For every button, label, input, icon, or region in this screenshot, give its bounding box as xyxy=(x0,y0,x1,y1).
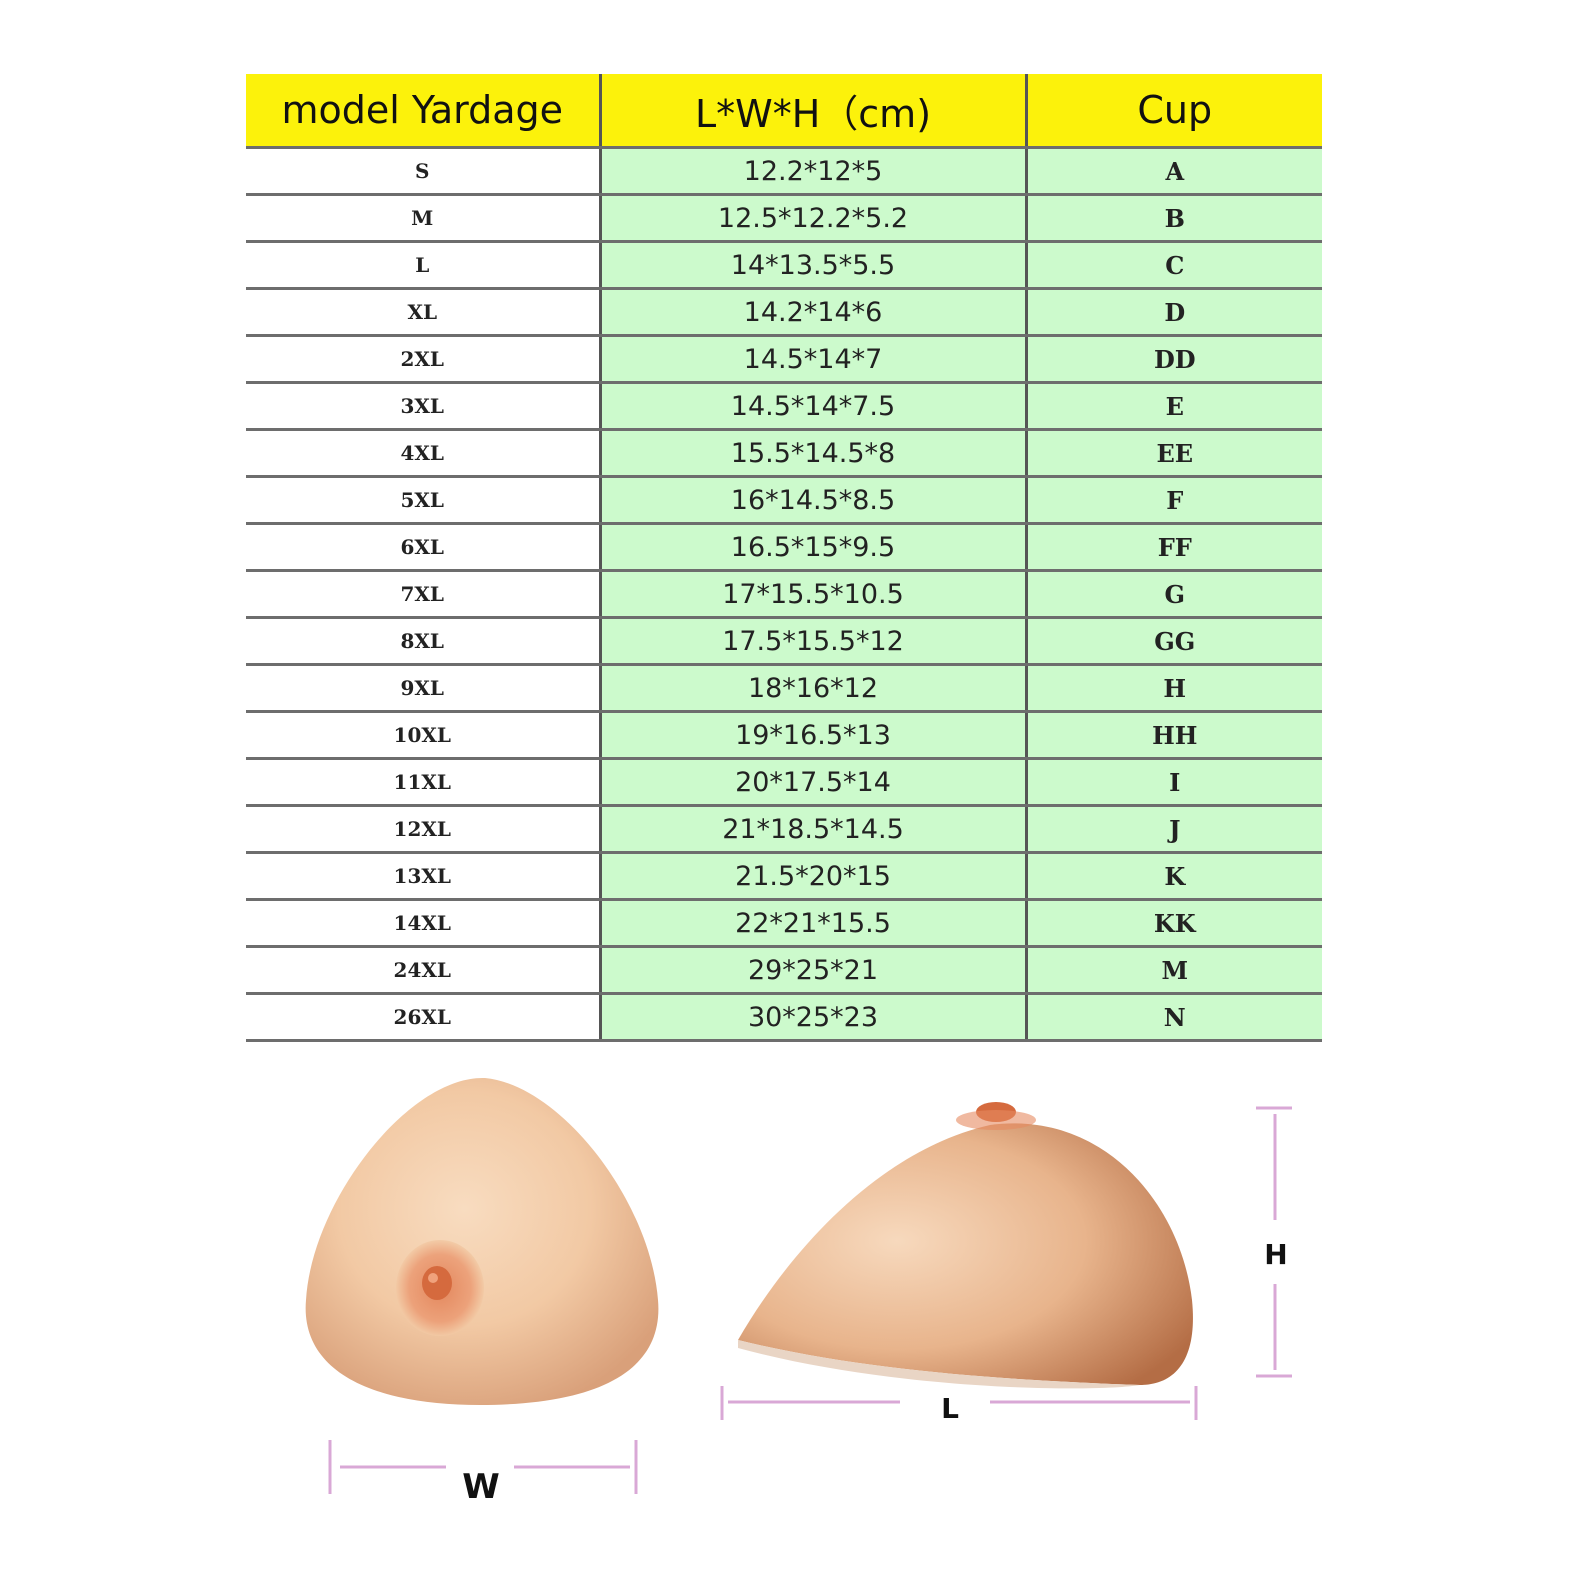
table-row: 2XL 14.5*14*7 DD xyxy=(246,335,1322,384)
cup-cell: A xyxy=(1026,147,1322,196)
table-row: XL 14.2*14*6 D xyxy=(246,288,1322,337)
dimensions-cell: 14.2*14*6 xyxy=(600,288,1028,337)
dimensions-cell: 16*14.5*8.5 xyxy=(600,476,1028,525)
cup-cell: E xyxy=(1026,382,1322,431)
size-cell: S xyxy=(246,147,602,196)
cup-cell: GG xyxy=(1026,617,1322,666)
cup-cell: N xyxy=(1026,993,1322,1042)
size-cell: 14XL xyxy=(246,899,602,948)
header-dimensions: L*W*H（cm) xyxy=(600,74,1028,149)
size-cell: M xyxy=(246,194,602,243)
cup-cell: EE xyxy=(1026,429,1322,478)
dimensions-cell: 16.5*15*9.5 xyxy=(600,523,1028,572)
table-row: 11XL 20*17.5*14 I xyxy=(246,758,1322,807)
dimensions-cell: 12.5*12.2*5.2 xyxy=(600,194,1028,243)
size-cell: L xyxy=(246,241,602,290)
size-cell: 26XL xyxy=(246,993,602,1042)
cup-cell: D xyxy=(1026,288,1322,337)
dimensions-cell: 14.5*14*7.5 xyxy=(600,382,1028,431)
cup-cell: KK xyxy=(1026,899,1322,948)
size-cell: 2XL xyxy=(246,335,602,384)
table-row: 13XL 21.5*20*15 K xyxy=(246,852,1322,901)
dimensions-cell: 18*16*12 xyxy=(600,664,1028,713)
size-cell: XL xyxy=(246,288,602,337)
dimensions-cell: 17.5*15.5*12 xyxy=(600,617,1028,666)
cup-cell: B xyxy=(1026,194,1322,243)
table-row: 7XL 17*15.5*10.5 G xyxy=(246,570,1322,619)
table-body: S 12.2*12*5 A M 12.5*12.2*5.2 B L 14*13.5*5.5 C X… xyxy=(246,147,1322,1042)
size-cell: 12XL xyxy=(246,805,602,854)
cup-cell: H xyxy=(1026,664,1322,713)
table-row: L 14*13.5*5.5 C xyxy=(246,241,1322,290)
table-row: 10XL 19*16.5*13 HH xyxy=(246,711,1322,760)
front-view-form xyxy=(305,1077,659,1405)
dimensions-cell: 19*16.5*13 xyxy=(600,711,1028,760)
size-cell: 7XL xyxy=(246,570,602,619)
dimensions-cell: 22*21*15.5 xyxy=(600,899,1028,948)
size-chart-table: model Yardage L*W*H（cm) Cup S 12.2*12*5 A M… xyxy=(246,74,1322,1042)
side-view-form xyxy=(738,1102,1193,1389)
size-cell: 8XL xyxy=(246,617,602,666)
header-model-yardage: model Yardage xyxy=(246,74,602,149)
cup-cell: J xyxy=(1026,805,1322,854)
size-cell: 24XL xyxy=(246,946,602,995)
table-row: 9XL 18*16*12 H xyxy=(246,664,1322,713)
size-cell: 13XL xyxy=(246,852,602,901)
dimensions-cell: 14*13.5*5.5 xyxy=(600,241,1028,290)
cup-cell: I xyxy=(1026,758,1322,807)
size-cell: 10XL xyxy=(246,711,602,760)
size-cell: 4XL xyxy=(246,429,602,478)
cup-cell: K xyxy=(1026,852,1322,901)
dimensions-cell: 12.2*12*5 xyxy=(600,147,1028,196)
table-row: 12XL 21*18.5*14.5 J xyxy=(246,805,1322,854)
cup-cell: F xyxy=(1026,476,1322,525)
table-row: 5XL 16*14.5*8.5 F xyxy=(246,476,1322,525)
table-row: 3XL 14.5*14*7.5 E xyxy=(246,382,1322,431)
width-dimension-marker xyxy=(328,1440,638,1494)
height-dimension-marker xyxy=(1256,1106,1292,1378)
table-row: 24XL 29*25*21 M xyxy=(246,946,1322,995)
table-row: 8XL 17.5*15.5*12 GG xyxy=(246,617,1322,666)
breast-form-illustration: W L H xyxy=(305,1077,1292,1507)
dimensions-cell: 15.5*14.5*8 xyxy=(600,429,1028,478)
dimensions-cell: 30*25*23 xyxy=(600,993,1028,1042)
cup-cell: DD xyxy=(1026,335,1322,384)
dimensions-cell: 20*17.5*14 xyxy=(600,758,1028,807)
size-cell: 11XL xyxy=(246,758,602,807)
cup-cell: C xyxy=(1026,241,1322,290)
table-row: M 12.5*12.2*5.2 B xyxy=(246,194,1322,243)
table-row: 6XL 16.5*15*9.5 FF xyxy=(246,523,1322,572)
dimensions-cell: 17*15.5*10.5 xyxy=(600,570,1028,619)
length-dimension-marker xyxy=(720,1386,1198,1420)
dimensions-cell: 21.5*20*15 xyxy=(600,852,1028,901)
length-label: L xyxy=(941,1392,959,1425)
size-cell: 6XL xyxy=(246,523,602,572)
dimensions-cell: 14.5*14*7 xyxy=(600,335,1028,384)
table-row: 4XL 15.5*14.5*8 EE xyxy=(246,429,1322,478)
height-label: H xyxy=(1264,1238,1287,1271)
cup-cell: FF xyxy=(1026,523,1322,572)
cup-cell: G xyxy=(1026,570,1322,619)
dimensions-cell: 21*18.5*14.5 xyxy=(600,805,1028,854)
size-cell: 5XL xyxy=(246,476,602,525)
table-row: 14XL 22*21*15.5 KK xyxy=(246,899,1322,948)
table-header-row: model Yardage L*W*H（cm) Cup xyxy=(246,74,1322,149)
cup-cell: M xyxy=(1026,946,1322,995)
size-cell: 9XL xyxy=(246,664,602,713)
size-cell: 3XL xyxy=(246,382,602,431)
dimensions-cell: 29*25*21 xyxy=(600,946,1028,995)
table-row: S 12.2*12*5 A xyxy=(246,147,1322,196)
table-row: 26XL 30*25*23 N xyxy=(246,993,1322,1042)
cup-cell: HH xyxy=(1026,711,1322,760)
width-label: W xyxy=(462,1467,500,1507)
header-cup: Cup xyxy=(1026,74,1322,149)
